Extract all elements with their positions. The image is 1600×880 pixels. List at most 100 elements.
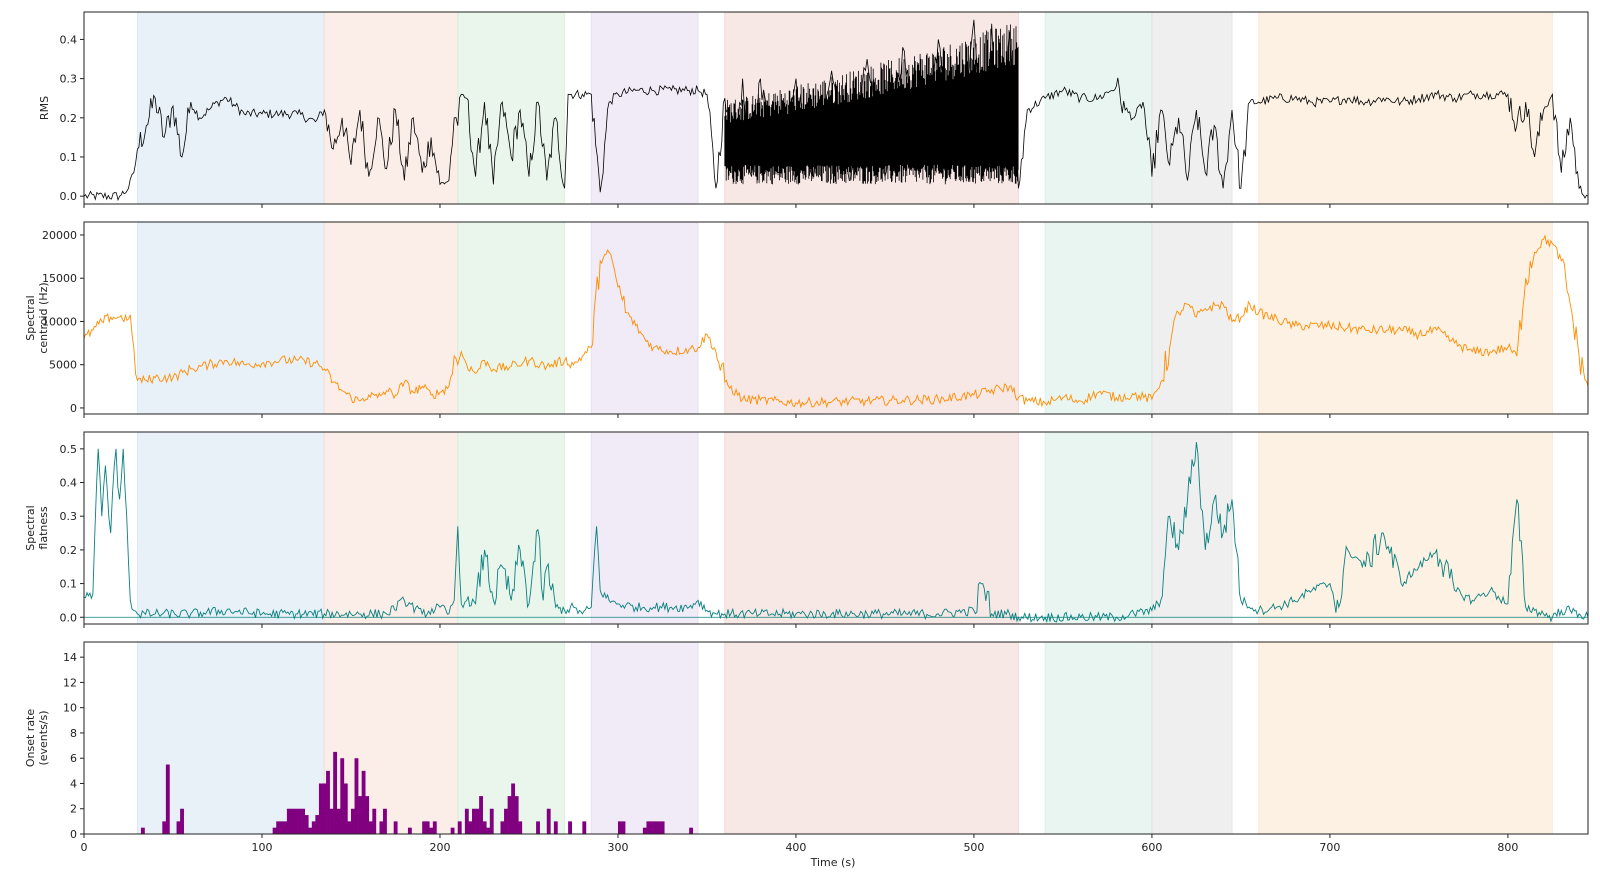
bar-97 [429, 827, 434, 834]
y-axis-label-centroid: Spectralcentroid (Hz) [24, 282, 50, 353]
segment-band-7 [1258, 11, 1553, 205]
y-tick-label-onset-4: 8 [70, 727, 77, 740]
bar-117 [500, 821, 505, 834]
bar-84 [383, 808, 387, 834]
bar-59 [294, 808, 298, 834]
bar-118 [504, 808, 508, 834]
bar-70 [333, 751, 338, 834]
bar-62 [304, 815, 309, 834]
segment-band-4 [724, 641, 1019, 835]
bar-66 [318, 783, 323, 834]
bar-121 [514, 796, 519, 834]
x-tick-label-3: 300 [607, 841, 628, 854]
segment-band-2 [457, 11, 566, 205]
bar-71 [336, 808, 341, 834]
bar-61 [301, 808, 306, 834]
x-tick-label-0: 0 [81, 841, 88, 854]
bar-158 [646, 821, 651, 834]
bar-27 [180, 808, 184, 834]
bar-58 [290, 808, 295, 834]
bar-67 [322, 783, 327, 834]
bar-56 [283, 821, 288, 834]
x-tick-label-8: 800 [1497, 841, 1518, 854]
bar-60 [297, 808, 302, 834]
bar-83 [379, 821, 384, 834]
segment-band-1 [323, 11, 459, 205]
bar-75 [350, 808, 355, 834]
y-tick-label-onset-6: 12 [63, 676, 77, 689]
segment-band-1 [323, 221, 459, 415]
y-tick-label-onset-0: 0 [70, 828, 77, 841]
y-tick-label-rms-2: 0.2 [60, 112, 78, 125]
segment-band-7 [1258, 221, 1553, 415]
bar-120 [511, 783, 516, 834]
segment-band-6 [1151, 221, 1233, 415]
bar-81 [372, 808, 377, 834]
plot-area-flatness [84, 442, 1588, 624]
y-tick-label-flatness-5: 0.5 [60, 443, 78, 456]
bar-157 [642, 827, 647, 834]
y-tick-label-flatness-0: 0.0 [60, 611, 78, 624]
y-axis-label-line: Onset rate [24, 709, 37, 768]
y-tick-label-onset-3: 6 [70, 752, 77, 765]
bar-113 [486, 827, 491, 834]
panel-flatness: 0.0 0.1 0.2 0.3 0.4 0.5 Spectralflatness [24, 431, 1589, 628]
bar-105 [457, 821, 462, 834]
bar-96 [425, 821, 430, 834]
y-axis-label-onset: Onset rate(events/s) [24, 709, 50, 768]
bar-76 [354, 758, 359, 834]
series-dense-rms [724, 24, 1019, 185]
y-axis-label-line: centroid (Hz) [37, 282, 50, 353]
segment-band-5 [1044, 11, 1153, 205]
bar-16 [140, 827, 145, 834]
bar-170 [689, 827, 694, 834]
bar-64 [311, 821, 316, 834]
bar-132 [553, 821, 558, 834]
bar-69 [329, 808, 334, 834]
y-axis-label-line: flatness [37, 506, 50, 549]
x-tick-label-6: 600 [1141, 841, 1162, 854]
bar-95 [422, 821, 427, 834]
axes-frame-centroid [83, 221, 1589, 415]
segment-band-3 [590, 11, 699, 205]
bar-23 [165, 764, 170, 834]
y-axis-label-flatness: Spectralflatness [24, 505, 50, 550]
bar-73 [343, 783, 348, 834]
plot-area-rms [84, 19, 1588, 202]
y-tick-label-onset-2: 4 [70, 777, 77, 790]
x-tick-label-1: 100 [251, 841, 272, 854]
axes-frame-onset [83, 641, 1589, 835]
bar-151 [621, 821, 626, 834]
y-axis-label-line: Spectral [24, 295, 37, 340]
bar-162 [660, 821, 665, 834]
segment-band-0 [136, 431, 325, 625]
bar-114 [489, 808, 494, 834]
bar-160 [653, 821, 658, 834]
y-tick-label-flatness-4: 0.4 [60, 477, 78, 490]
series-line-flatness [84, 442, 1588, 624]
segment-band-5 [1044, 221, 1153, 415]
bar-65 [315, 815, 320, 834]
segment-band-5 [1044, 431, 1153, 625]
segment-band-6 [1151, 641, 1233, 835]
y-tick-label-centroid-0: 0 [70, 402, 77, 415]
bar-130 [546, 808, 551, 834]
segment-band-0 [136, 221, 325, 415]
bar-109 [472, 808, 476, 834]
plot-area-onset [140, 751, 694, 834]
x-tick-label-7: 700 [1319, 841, 1340, 854]
y-tick-label-rms-1: 0.1 [60, 151, 78, 164]
y-tick-label-rms-0: 0.0 [60, 190, 78, 203]
y-tick-label-onset-7: 14 [63, 651, 77, 664]
y-tick-label-flatness-2: 0.2 [60, 544, 78, 557]
segment-band-5 [1044, 641, 1153, 835]
segment-band-2 [457, 221, 566, 415]
bar-26 [176, 821, 181, 834]
bar-53 [272, 827, 277, 834]
bar-140 [582, 821, 587, 834]
bar-98 [432, 821, 437, 834]
segment-band-4 [724, 431, 1019, 625]
segment-band-0 [136, 641, 325, 835]
bar-110 [475, 808, 480, 834]
bar-108 [468, 821, 473, 834]
